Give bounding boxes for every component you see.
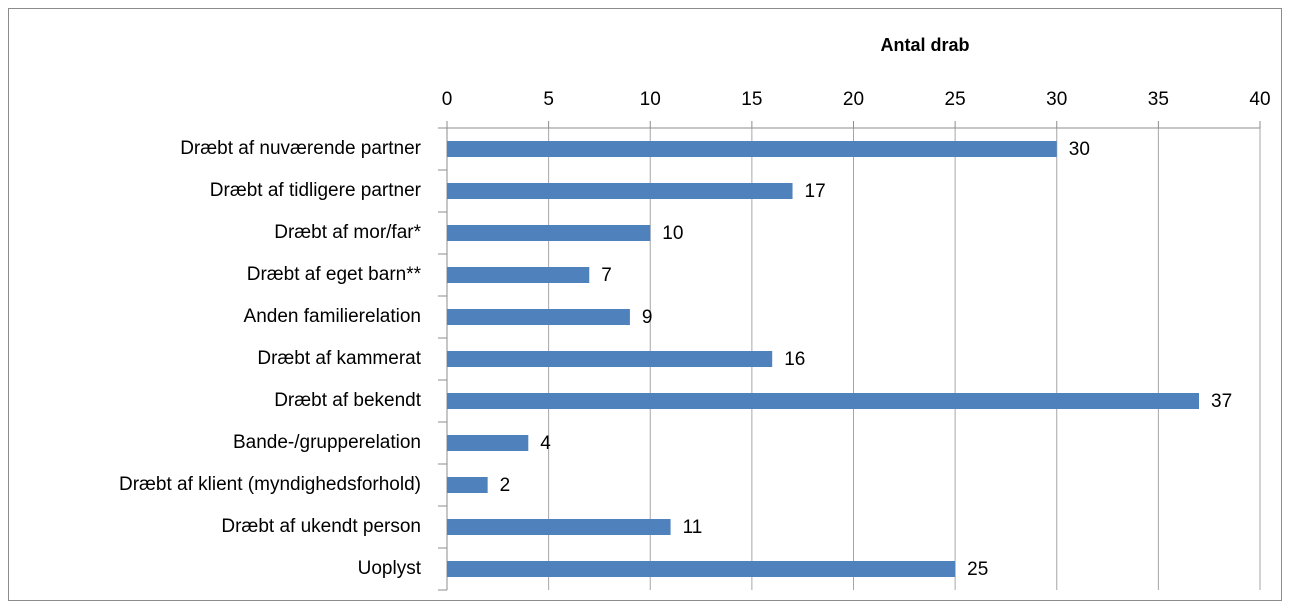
bar	[447, 183, 793, 199]
bar	[447, 477, 488, 493]
y-tick-label: Dræbt af nuværende partner	[180, 138, 421, 159]
x-tick-label: 5	[543, 89, 554, 110]
x-tick-label: 15	[741, 89, 762, 110]
x-tick-label: 30	[1046, 89, 1067, 110]
y-tick-label: Anden familierelation	[244, 306, 421, 327]
data-label: 11	[683, 517, 703, 538]
x-tick-label: 10	[640, 89, 661, 110]
y-tick-label: Dræbt af mor/far*	[274, 222, 421, 243]
data-label: 17	[805, 181, 826, 202]
bar	[447, 393, 1200, 409]
x-tick-label: 20	[843, 89, 864, 110]
y-tick-label: Dræbt af kammerat	[257, 348, 421, 369]
data-label: 4	[540, 433, 551, 454]
bar	[447, 225, 651, 241]
data-label: 16	[784, 349, 805, 370]
data-label: 9	[642, 307, 653, 328]
y-tick-label: Dræbt af ukendt person	[221, 516, 421, 537]
data-label: 37	[1211, 391, 1232, 412]
data-label: 2	[500, 475, 511, 496]
y-tick-label: Uoplyst	[358, 558, 422, 579]
bar	[447, 141, 1057, 157]
data-label: 25	[967, 559, 988, 580]
data-label: 10	[662, 223, 683, 244]
y-tick-label: Dræbt af tidligere partner	[210, 180, 422, 201]
bar	[447, 351, 773, 367]
data-label: 7	[601, 265, 612, 286]
y-tick-label: Dræbt af klient (myndighedsforhold)	[119, 474, 421, 495]
bar	[447, 561, 956, 577]
bar	[447, 309, 630, 325]
axis-title: Antal drab	[880, 35, 969, 55]
y-tick-label: Bande-/grupperelation	[233, 432, 421, 453]
x-tick-label: 35	[1148, 89, 1169, 110]
x-tick-label: 40	[1249, 89, 1270, 110]
bar	[447, 435, 529, 451]
y-tick-label: Dræbt af eget barn**	[247, 264, 422, 285]
x-tick-label: 25	[945, 89, 966, 110]
bar	[447, 267, 590, 283]
x-tick-label: 0	[442, 89, 453, 110]
data-label: 30	[1069, 139, 1090, 160]
chart-border	[8, 8, 1282, 601]
y-tick-label: Dræbt af bekendt	[274, 390, 422, 411]
bar	[447, 519, 671, 535]
